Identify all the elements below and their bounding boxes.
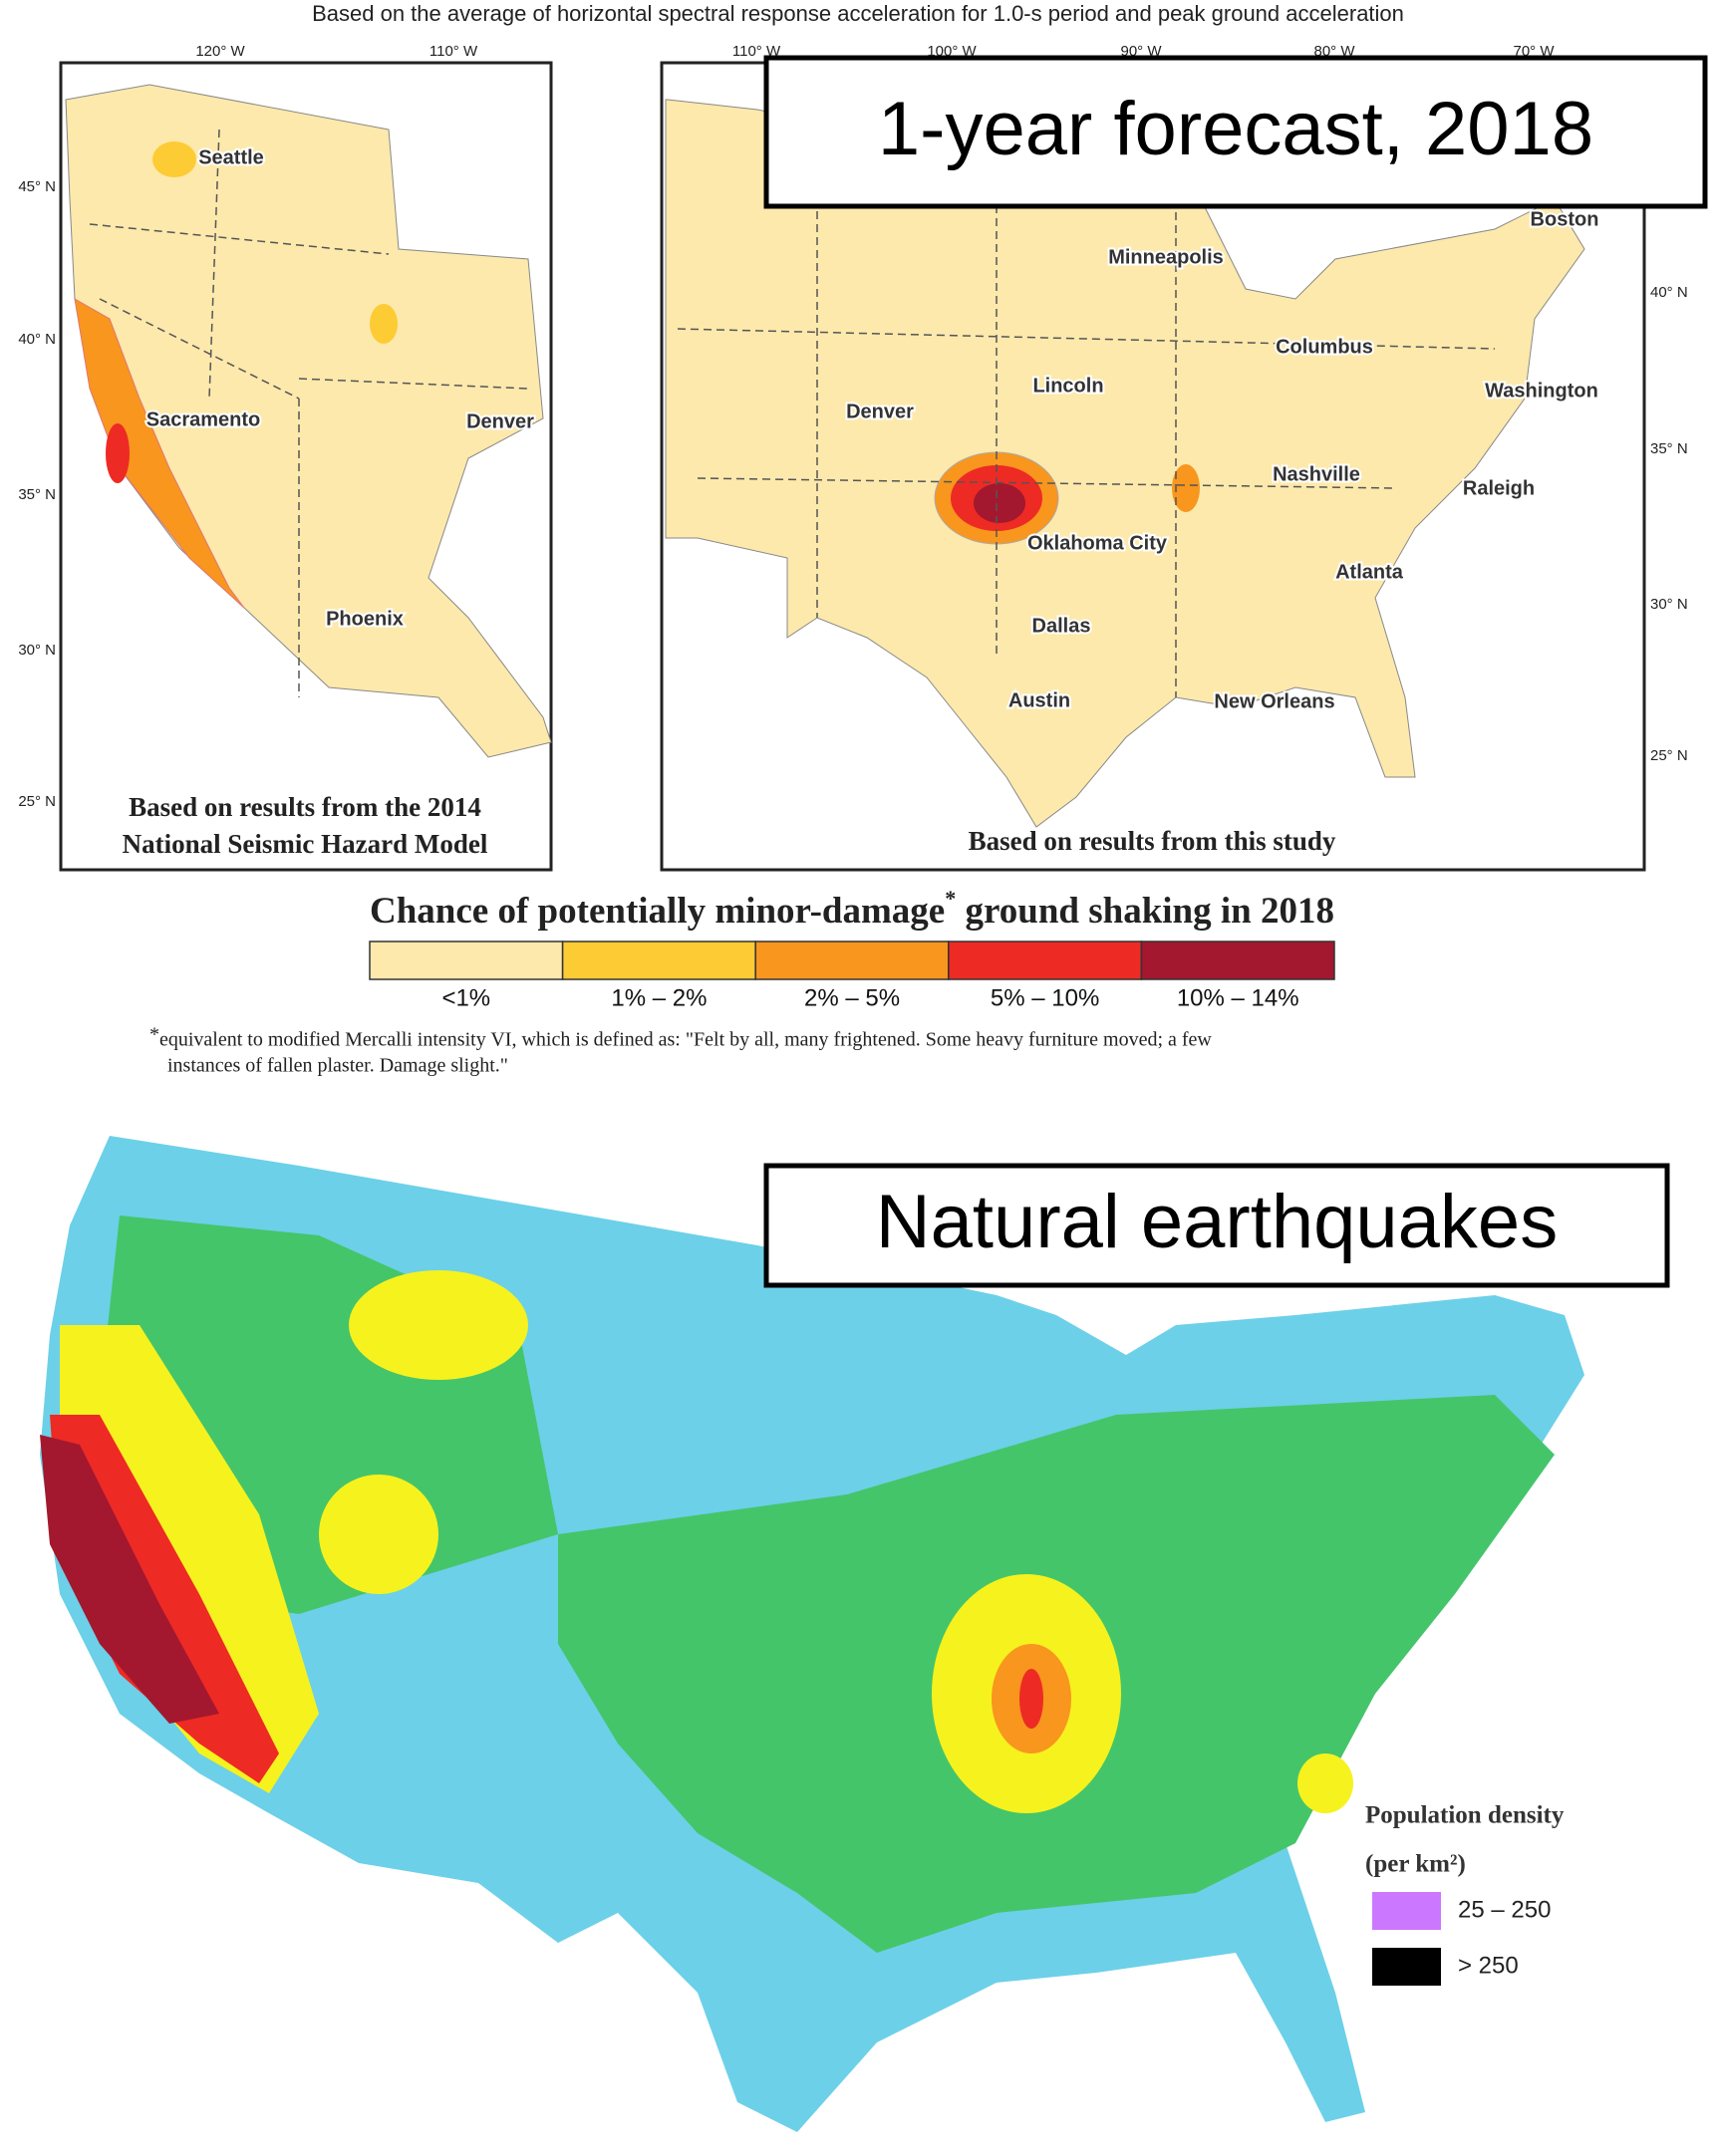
lat-tick: 35° N <box>18 486 56 503</box>
legend-label: <1% <box>441 984 490 1011</box>
city-label: Seattle <box>198 146 264 168</box>
legend-swatch <box>369 941 564 980</box>
legend-swatch <box>948 941 1143 980</box>
legend-title-rest: ground shaking in 2018 <box>956 891 1334 932</box>
footnote-line: instances of fallen plaster. Damage slig… <box>167 1055 508 1077</box>
city-label: Oklahoma City <box>1027 532 1168 554</box>
city-label: Columbus <box>1276 336 1373 358</box>
lon-tick: 110° W <box>429 43 478 60</box>
lat-tick: 30° N <box>18 642 56 659</box>
footnote-mark: * <box>149 1024 159 1046</box>
lat-tick: 25° N <box>18 793 56 810</box>
legend-label: 10% – 14% <box>1177 984 1299 1011</box>
city-label: Dallas <box>1032 615 1091 637</box>
legend-label: 2% – 5% <box>804 984 900 1011</box>
lon-tick: 120° W <box>195 43 245 60</box>
lon-tick: 110° W <box>732 43 781 60</box>
legend-label: 5% – 10% <box>991 984 1099 1011</box>
footnote-line: equivalent to modified Mercalli intensit… <box>159 1029 1212 1051</box>
lon-tick: 90° W <box>1120 43 1162 60</box>
city-label: Minneapolis <box>1108 246 1224 268</box>
city-label: Lincoln <box>1032 375 1103 397</box>
pop-label: 25 – 250 <box>1458 1896 1551 1923</box>
pop-legend-unit: (per km²) <box>1365 1851 1466 1878</box>
lat-tick: 30° N <box>1650 596 1688 613</box>
legend-swatch <box>561 941 756 980</box>
legend-title: Chance of potentially minor-damage* grou… <box>370 886 1334 932</box>
city-label: Washington <box>1485 380 1598 402</box>
city-label: Sacramento <box>146 408 261 430</box>
natural-title: Natural earthquakes <box>876 1180 1558 1264</box>
map-note: Based on results from the 2014 <box>129 792 481 822</box>
lat-tick: 35° N <box>1650 440 1688 457</box>
left-map <box>59 61 553 872</box>
city-label: New Orleans <box>1214 690 1334 712</box>
pop-swatch <box>1372 1892 1441 1930</box>
pop-legend-title: Population density <box>1365 1802 1565 1829</box>
forecast-title: 1-year forecast, 2018 <box>878 87 1593 171</box>
lat-tick: 40° N <box>1650 284 1688 301</box>
lat-tick: 40° N <box>18 331 56 348</box>
city-label: Denver <box>846 401 914 422</box>
lon-tick: 70° W <box>1513 43 1555 60</box>
city-label: Denver <box>466 410 534 432</box>
city-label: Austin <box>1008 689 1070 711</box>
lon-tick: 80° W <box>1313 43 1355 60</box>
city-label: Nashville <box>1273 463 1360 485</box>
legend-title-main: Chance of potentially minor-damage <box>370 891 945 932</box>
legend-swatch <box>754 941 950 980</box>
legend-label: 1% – 2% <box>611 984 707 1011</box>
city-label: Raleigh <box>1463 477 1535 499</box>
bottom-map: Natural earthquakes Population density (… <box>40 1136 1670 2132</box>
legend-title-mark: * <box>945 886 956 911</box>
map-note: National Seismic Hazard Model <box>123 829 488 859</box>
pop-label: > 250 <box>1458 1952 1519 1979</box>
city-label: Boston <box>1531 208 1599 230</box>
lat-tick: 25° N <box>1650 747 1688 764</box>
caption: Based on the average of horizontal spect… <box>312 1 1404 26</box>
city-label: Atlanta <box>1335 561 1404 583</box>
lat-tick: 45° N <box>18 178 56 195</box>
map-note: Based on results from this study <box>969 826 1336 856</box>
legend-swatch <box>1140 941 1335 980</box>
lon-tick: 100° W <box>927 43 977 60</box>
pop-swatch <box>1372 1948 1441 1986</box>
right-map: 1-year forecast, 2018 <box>660 55 1708 872</box>
city-label: Phoenix <box>326 608 404 630</box>
